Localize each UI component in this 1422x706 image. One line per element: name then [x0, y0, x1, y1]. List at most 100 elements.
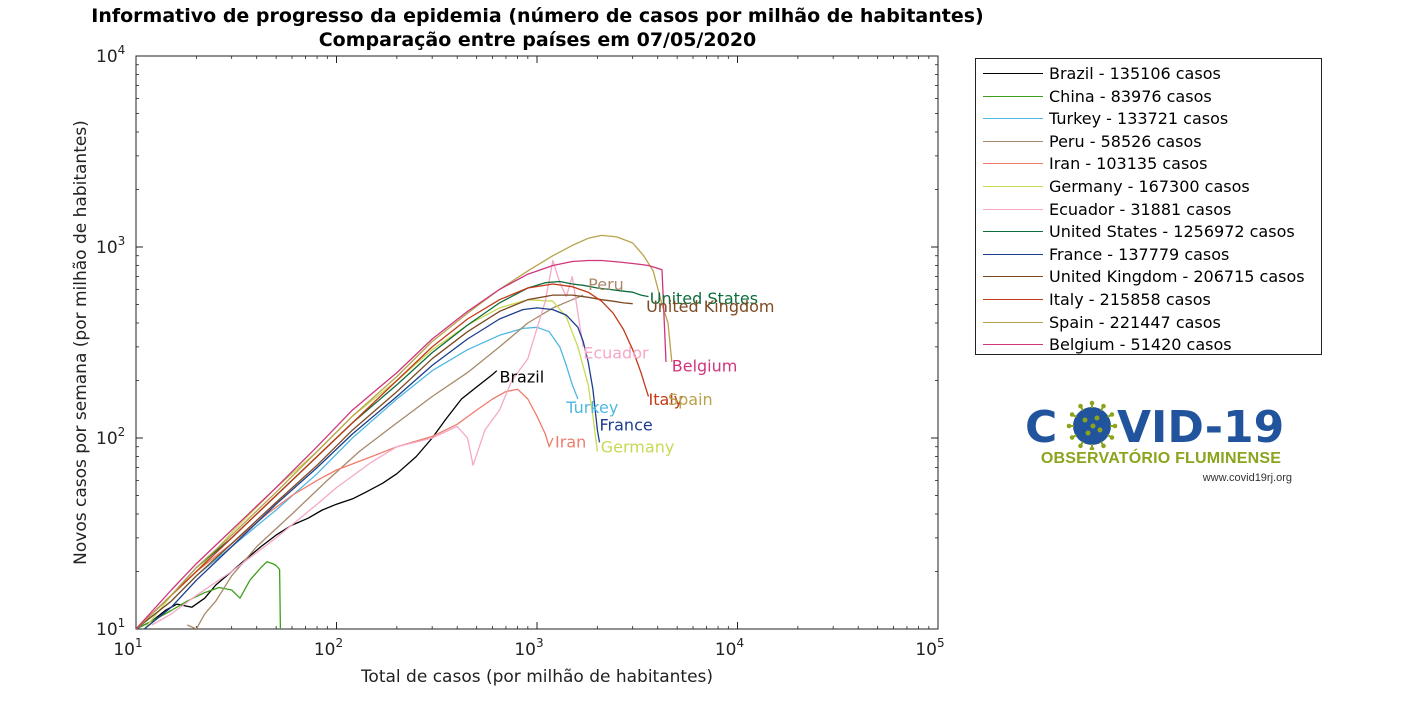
legend-label: Belgium - 51420 casos	[1049, 335, 1232, 355]
series-line-peru	[186, 294, 584, 629]
series-label-brazil: Brazil	[499, 367, 544, 386]
legend-item-italy: Italy - 215858 casos	[976, 288, 1321, 310]
legend-item-united-states: United States - 1256972 casos	[976, 220, 1321, 242]
series-label-turkey: Turkey	[565, 398, 618, 417]
series-label-spain: Spain	[668, 390, 713, 409]
y-tick-label: 104	[96, 43, 125, 67]
y-tick-label: 102	[96, 425, 125, 449]
minor-ticks	[136, 56, 938, 629]
y-tick-base: 10	[96, 620, 118, 640]
legend-item-turkey: Turkey - 133721 casos	[976, 107, 1321, 129]
x-tick-exponent: 1	[135, 636, 143, 650]
virus-spike-tip	[1089, 446, 1095, 450]
legend-item-germany: Germany - 167300 casos	[976, 175, 1321, 197]
virus-spot	[1085, 430, 1091, 436]
series-label-france: France	[600, 415, 653, 434]
legend-swatch	[983, 163, 1043, 165]
x-tick-exponent: 5	[937, 636, 945, 650]
legend-swatch	[983, 208, 1043, 210]
virus-icon	[1066, 400, 1118, 450]
virus-spike-tip	[1089, 400, 1095, 406]
x-tick-exponent: 4	[737, 636, 745, 650]
series-group	[136, 234, 673, 629]
logo-url: www.covid19rj.org	[1202, 472, 1292, 484]
series-line-iran	[136, 388, 554, 629]
virus-spot	[1082, 417, 1088, 423]
virus-spike-tip	[1109, 435, 1115, 440]
x-tick-label: 101	[113, 636, 142, 660]
legend-item-france: France - 137779 casos	[976, 243, 1321, 265]
y-tick-exponent: 3	[118, 234, 126, 248]
legend-item-belgium: Belgium - 51420 casos	[976, 333, 1321, 355]
legend-swatch	[983, 253, 1043, 255]
virus-spike-tip	[1069, 435, 1075, 440]
legend-label: China - 83976 casos	[1049, 86, 1212, 106]
legend-label: Germany - 167300 casos	[1049, 177, 1250, 196]
legend-item-china: China - 83976 casos	[976, 85, 1321, 107]
legend-label: Spain - 221447 casos	[1049, 312, 1221, 332]
legend-swatch	[983, 118, 1043, 120]
series-line-spain	[136, 234, 673, 629]
legend-label: Turkey - 133721 casos	[1049, 109, 1229, 129]
legend-item-spain: Spain - 221447 casos	[976, 311, 1321, 333]
y-tick-label: 103	[96, 234, 125, 258]
legend-swatch	[983, 344, 1043, 346]
legend-label: Brazil - 135106 casos	[1049, 64, 1221, 83]
y-tick-exponent: 2	[118, 425, 126, 439]
x-tick-label: 104	[715, 636, 744, 660]
series-line-germany	[143, 299, 599, 629]
virus-spike-tip	[1078, 403, 1083, 409]
x-tick-exponent: 3	[536, 636, 544, 650]
series-label-united-kingdom: United Kingdom	[646, 297, 774, 316]
legend-swatch	[983, 231, 1043, 233]
x-tick-base: 10	[715, 640, 737, 660]
y-tick-base: 10	[96, 47, 118, 67]
series-label-italy: Italy	[649, 390, 684, 409]
virus-spot	[1090, 423, 1096, 429]
x-tick-base: 10	[514, 640, 536, 660]
covid19-wordmark: C VID-19	[1025, 400, 1284, 450]
x-tick-label: 103	[514, 636, 543, 660]
series-label-belgium: Belgium	[672, 356, 738, 375]
logo-letters-vid19: VID-19	[1117, 402, 1284, 450]
series-label-peru: Peru	[588, 275, 624, 294]
x-tick-label: 105	[915, 636, 944, 660]
x-axis-label: Total de casos (por milhão de habitantes…	[360, 667, 713, 687]
series-label-ecuador: Ecuador	[583, 344, 649, 363]
chart-title-line2: Comparação entre países em 07/05/2020	[318, 29, 757, 51]
x-tick-exponent: 2	[336, 636, 344, 650]
series-line-brazil	[136, 370, 498, 629]
x-tick-base: 10	[113, 640, 135, 660]
legend-item-united-kingdom: United Kingdom - 206715 casos	[976, 265, 1321, 287]
legend-swatch	[983, 321, 1043, 323]
virus-spike-tip	[1112, 423, 1118, 429]
legend-label: United Kingdom - 206715 casos	[1049, 267, 1305, 287]
legend-swatch	[983, 276, 1043, 278]
series-label-united-states: United States	[650, 289, 758, 308]
y-tick-exponent: 1	[118, 616, 126, 630]
legend-swatch	[983, 299, 1043, 300]
covid19-logo: C VID-19 OBSERVATÓRIO FLUMINENSE www.cov…	[1025, 400, 1305, 490]
virus-spike-tip	[1078, 443, 1083, 449]
chart-title-line1: Informativo de progresso da epidemia (nú…	[91, 5, 984, 27]
y-axis-label: Novos casos por semana (por milhão de ha…	[71, 120, 91, 565]
y-tick-label: 101	[96, 616, 125, 640]
logo-subtitle: OBSERVATÓRIO FLUMINENSE	[1040, 450, 1282, 467]
virus-spike-tip	[1109, 412, 1115, 417]
legend-item-iran: Iran - 103135 casos	[976, 152, 1321, 174]
series-line-belgium	[136, 259, 667, 629]
legend-item-ecuador: Ecuador - 31881 casos	[976, 198, 1321, 220]
legend-swatch	[983, 186, 1043, 187]
virus-spike-tip	[1066, 423, 1072, 429]
series-line-china	[136, 561, 282, 629]
series-line-italy	[136, 283, 650, 629]
series-label-germany: Germany	[601, 438, 675, 457]
virus-spot	[1094, 415, 1100, 421]
legend-swatch	[983, 95, 1043, 97]
legend-label: United States - 1256972 casos	[1049, 222, 1295, 242]
legend-swatch	[983, 140, 1043, 142]
series-line-france	[143, 307, 601, 629]
legend-label: Iran - 103135 casos	[1049, 154, 1208, 174]
legend-label: Ecuador - 31881 casos	[1049, 199, 1232, 219]
